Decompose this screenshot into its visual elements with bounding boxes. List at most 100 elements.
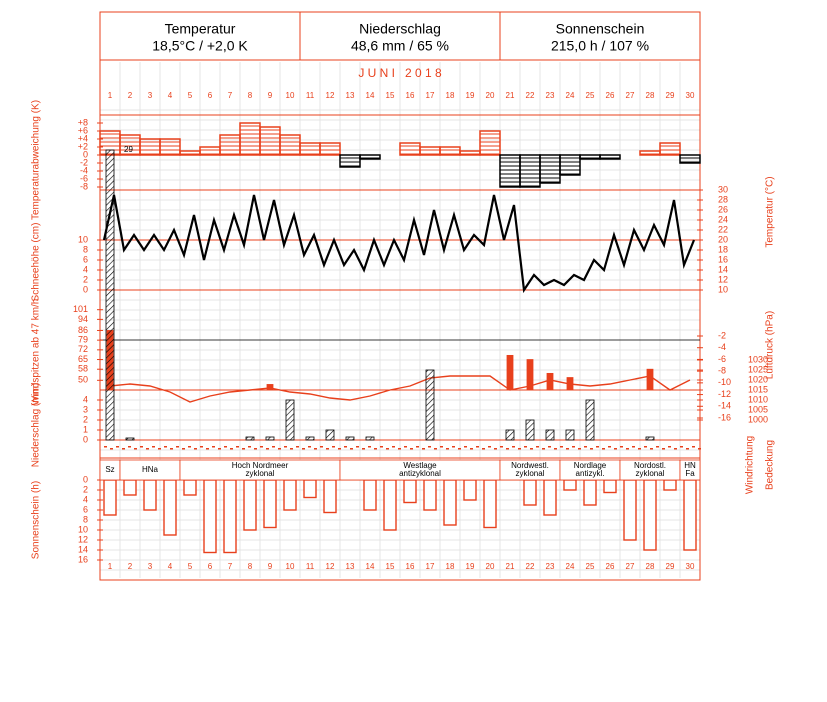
day-label: 2: [128, 91, 133, 100]
weather-type-label: antizykl.: [576, 469, 605, 478]
bar: [585, 399, 595, 441]
day-label: 26: [606, 562, 615, 571]
weather-type-label: zyklonal: [246, 469, 275, 478]
direction-dot: [464, 446, 467, 448]
direction-dot: [440, 446, 443, 448]
direction-dot: [176, 446, 179, 448]
direction-dot: [500, 446, 503, 448]
direction-dot: [230, 448, 233, 450]
tick-label: 0: [83, 434, 88, 444]
tick-label: 2: [83, 484, 88, 494]
weather-type-label: Nordlage: [574, 461, 607, 470]
direction-dot: [410, 448, 413, 450]
tick-label: 16: [718, 254, 728, 264]
weather-type-label: Fa: [685, 469, 695, 478]
bar: [645, 436, 655, 441]
day-label: 22: [526, 91, 535, 100]
direction-dot: [530, 448, 533, 450]
tick-label: 24: [718, 214, 728, 224]
direction-dot: [482, 448, 485, 450]
deviation-bar: [679, 154, 701, 164]
direction-dot: [326, 448, 329, 450]
day-label: 25: [586, 91, 595, 100]
day-label: 19: [466, 562, 475, 571]
direction-dot: [608, 446, 611, 448]
tick-label: 2: [83, 274, 88, 284]
direction-dot: [494, 448, 497, 450]
day-label: 14: [366, 562, 375, 571]
tick-label: 20: [718, 234, 728, 244]
direction-dot: [452, 446, 455, 448]
deviation-bar: [199, 146, 221, 156]
deviation-bar: [219, 134, 241, 156]
direction-dot: [674, 448, 677, 450]
axis-title: Schneehöhe (cm): [31, 223, 42, 302]
direction-dot: [116, 446, 119, 448]
tick-label: 79: [78, 335, 88, 345]
axis-title: Luftdruck (hPa): [765, 311, 776, 379]
direction-dot: [344, 446, 347, 448]
deviation-bar: [139, 138, 161, 156]
direction-dot: [368, 446, 371, 448]
tick-label: 18: [718, 244, 728, 254]
day-label: 1: [108, 91, 113, 100]
bar: [563, 479, 577, 491]
bar: [423, 479, 437, 511]
tick-label: 58: [78, 364, 88, 374]
month-title: J U N I 2 0 1 8: [358, 66, 442, 80]
weather-type-label: antizyklonal: [399, 469, 441, 478]
direction-dot: [296, 446, 299, 448]
day-label: 7: [228, 562, 233, 571]
tick-label: -6: [718, 354, 726, 364]
tick-label: 0: [83, 284, 88, 294]
day-label: 27: [626, 91, 635, 100]
bar: [125, 437, 135, 441]
tick-label: 10: [78, 524, 88, 534]
day-label: 1: [108, 562, 113, 571]
day-label: 27: [626, 562, 635, 571]
direction-dot: [356, 446, 359, 448]
direction-dot: [554, 448, 557, 450]
deviation-bar: [459, 150, 481, 156]
direction-dot: [656, 446, 659, 448]
bar: [623, 479, 637, 541]
direction-dot: [260, 446, 263, 448]
direction-dot: [284, 446, 287, 448]
bar: [223, 479, 237, 554]
direction-dot: [182, 448, 185, 450]
day-label: 24: [566, 562, 575, 571]
header-value: 48,6 mm / 65 %: [351, 38, 449, 54]
direction-dot: [140, 446, 143, 448]
day-label: 30: [686, 91, 695, 100]
direction-dot: [170, 448, 173, 450]
tick-label: 26: [718, 204, 728, 214]
bar: [546, 372, 554, 391]
axis-title: Temperatur (°C): [765, 176, 776, 247]
direction-dot: [128, 446, 131, 448]
day-label: 15: [386, 91, 395, 100]
tick-label: -16: [718, 412, 731, 422]
tick-label: 65: [78, 354, 88, 364]
tick-label: -8: [718, 366, 726, 376]
deviation-bar: [519, 154, 541, 188]
weather-type-label: Sz: [105, 465, 114, 474]
axis-title: Bedeckung: [765, 440, 776, 490]
bar: [543, 479, 557, 516]
tick-label: -2: [718, 330, 726, 340]
tick-label: 1015: [748, 384, 768, 394]
day-label: 6: [208, 91, 213, 100]
direction-dot: [200, 446, 203, 448]
direction-dot: [638, 448, 641, 450]
tick-label: 14: [78, 544, 88, 554]
bar: [305, 436, 315, 441]
direction-dot: [398, 448, 401, 450]
bar: [365, 436, 375, 441]
deviation-bar: [279, 134, 301, 156]
bar: [265, 436, 275, 441]
day-label: 28: [646, 91, 655, 100]
header-value: 18,5°C / +2,0 K: [152, 38, 248, 54]
tick-label: 8: [83, 514, 88, 524]
tick-label: +2: [78, 141, 88, 151]
direction-dot: [158, 448, 161, 450]
tick-label: 10: [718, 284, 728, 294]
